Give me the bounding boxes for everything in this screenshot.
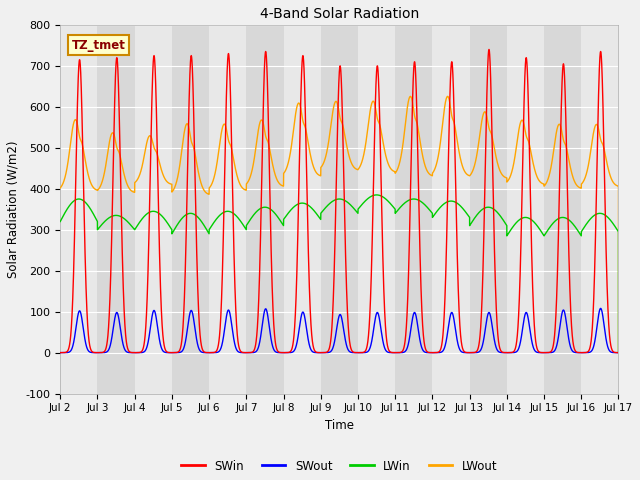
Bar bbox=[470, 25, 507, 394]
Bar bbox=[284, 25, 321, 394]
X-axis label: Time: Time bbox=[325, 419, 354, 432]
Bar bbox=[507, 25, 544, 394]
Bar bbox=[395, 25, 433, 394]
Bar bbox=[97, 25, 134, 394]
Bar bbox=[544, 25, 581, 394]
Bar bbox=[246, 25, 284, 394]
Bar bbox=[60, 25, 97, 394]
Bar bbox=[433, 25, 470, 394]
Text: TZ_tmet: TZ_tmet bbox=[72, 39, 125, 52]
Bar bbox=[321, 25, 358, 394]
Y-axis label: Solar Radiation (W/m2): Solar Radiation (W/m2) bbox=[7, 141, 20, 278]
Bar bbox=[134, 25, 172, 394]
Bar bbox=[581, 25, 618, 394]
Bar bbox=[358, 25, 395, 394]
Bar bbox=[209, 25, 246, 394]
Bar bbox=[172, 25, 209, 394]
Legend: SWin, SWout, LWin, LWout: SWin, SWout, LWin, LWout bbox=[177, 455, 502, 477]
Title: 4-Band Solar Radiation: 4-Band Solar Radiation bbox=[260, 7, 419, 21]
